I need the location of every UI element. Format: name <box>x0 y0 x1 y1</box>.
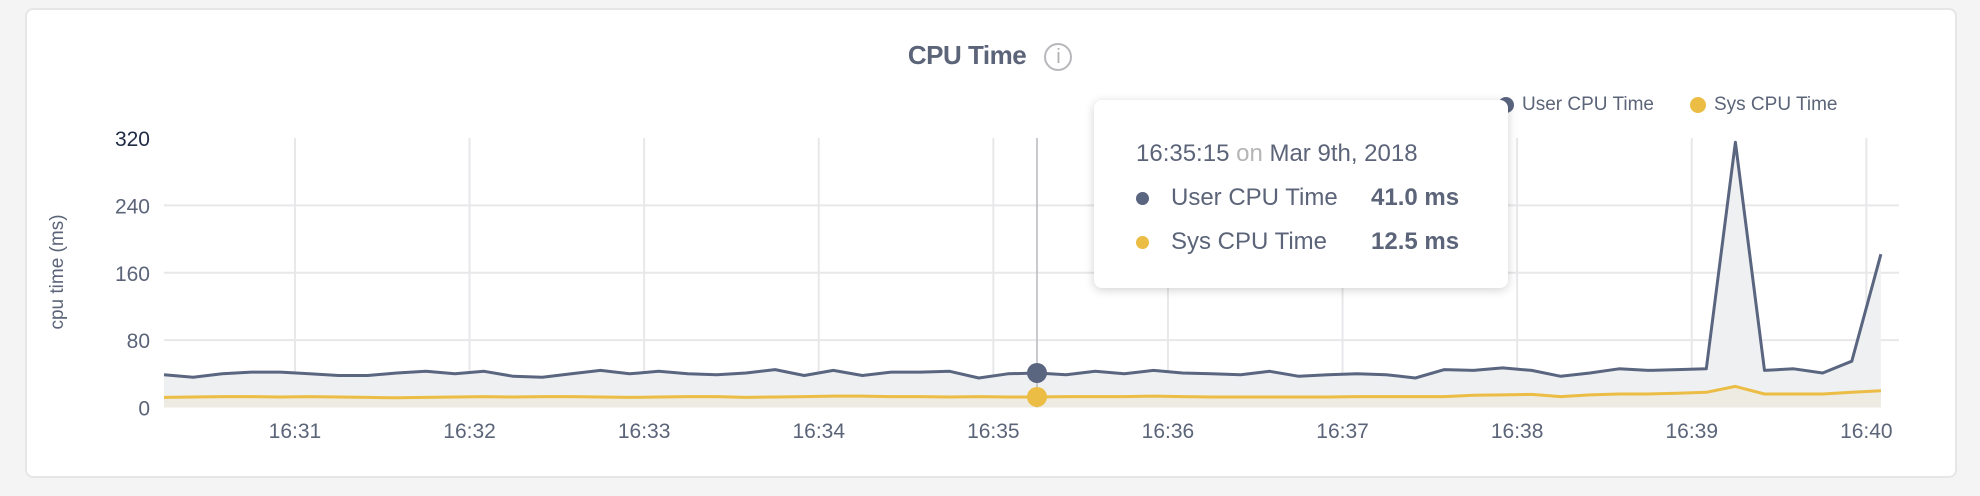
tooltip-label: Sys CPU Time <box>1171 228 1328 255</box>
info-circle-icon[interactable]: i <box>1044 43 1073 72</box>
x-tick-label: 16:32 <box>443 420 496 443</box>
y-tick-label: 160 <box>115 263 150 286</box>
y-tick-label: 80 <box>127 330 150 353</box>
x-tick-label: 16:40 <box>1840 420 1893 443</box>
chart-title: CPU Time i <box>0 40 1980 72</box>
legend-item-user[interactable]: User CPU Time <box>1498 94 1654 116</box>
legend-item-sys[interactable]: Sys CPU Time <box>1689 94 1838 116</box>
user-cpu-line <box>163 140 1883 380</box>
hover-marker-sys <box>1027 386 1047 407</box>
tooltip-label: User CPU Time <box>1171 184 1338 211</box>
hover-tooltip: 16:35:15 on Mar 9th, 2018 User CPU Time 4… <box>1094 100 1508 288</box>
tooltip-row-user: User CPU Time 41.0 ms <box>1136 184 1508 212</box>
x-tick-label: 16:39 <box>1665 420 1718 443</box>
x-tick-label: 16:34 <box>792 420 845 443</box>
chart-title-text: CPU Time <box>907 40 1027 70</box>
hover-marker-user <box>1027 362 1047 383</box>
user-cpu-area <box>164 142 1881 408</box>
tooltip-on: on <box>1236 140 1263 167</box>
legend-label: User CPU Time <box>1522 94 1654 115</box>
y-tick-label: 0 <box>138 398 150 421</box>
tooltip-dot-user <box>1136 191 1149 205</box>
sys-cpu-line <box>163 384 1881 400</box>
y-tick-label: 320 <box>115 128 150 151</box>
legend: User CPU Time Sys CPU Time <box>1498 94 1838 116</box>
sys-cpu-area <box>164 386 1881 408</box>
x-tick-label: 16:36 <box>1142 420 1195 443</box>
x-tick-label: 16:37 <box>1316 420 1369 443</box>
y-tick-label: 240 <box>115 195 150 218</box>
x-tick-label: 16:35 <box>967 420 1020 443</box>
tooltip-time: 16:35:15 <box>1136 140 1230 167</box>
x-tick-label: 16:33 <box>618 420 671 443</box>
tooltip-dot-sys <box>1136 235 1149 249</box>
x-tick-label: 16:38 <box>1491 420 1544 443</box>
legend-dot-sys <box>1689 97 1706 113</box>
tooltip-value: 41.0 ms <box>1371 184 1460 211</box>
legend-label: Sys CPU Time <box>1713 94 1838 115</box>
x-tick-label: 16:31 <box>269 420 322 443</box>
tooltip-row-sys: Sys CPU Time 12.5 ms <box>1136 228 1508 256</box>
tooltip-timestamp: 16:35:15 on Mar 9th, 2018 <box>1136 140 1508 168</box>
tooltip-date: Mar 9th, 2018 <box>1269 140 1418 167</box>
tooltip-value: 12.5 ms <box>1371 228 1460 255</box>
